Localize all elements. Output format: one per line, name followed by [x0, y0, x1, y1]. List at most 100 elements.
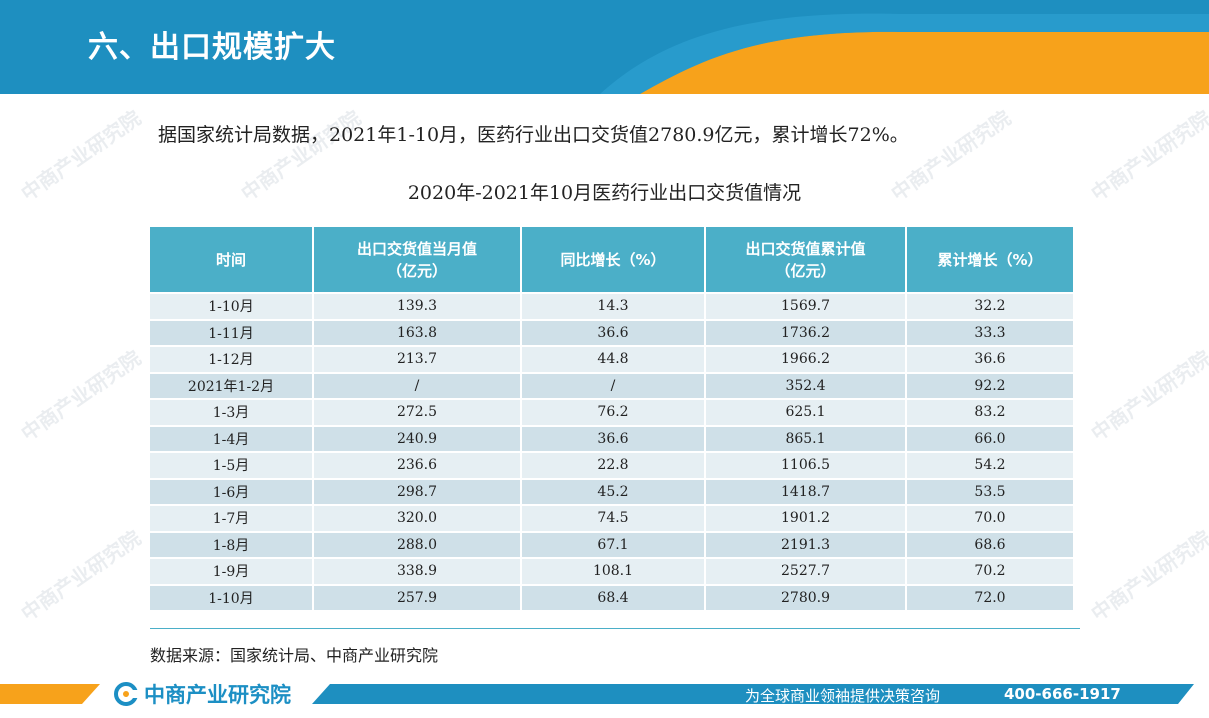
table-cell: 1-11月: [150, 318, 314, 346]
column-header-line1: 同比增长（%）: [560, 250, 666, 269]
table-cell: 74.5: [521, 504, 706, 532]
logo-text: 中商产业研究院: [144, 683, 291, 707]
table-cell: 2021年1-2月: [150, 371, 314, 399]
logo-mark-icon: [114, 682, 138, 706]
table-cell: 2191.3: [705, 530, 907, 558]
table-cell: 1-10月: [150, 292, 314, 320]
data-source-note: 数据来源：国家统计局、中商产业研究院: [150, 646, 439, 665]
footer-bar: [0, 680, 1209, 718]
column-header: 时间: [150, 227, 314, 293]
table-header-row: 时间 出口交货值当月值 （亿元） 同比增长（%） 出口交货值累计值 （亿元） 累…: [150, 227, 1073, 293]
column-header-line1: 时间: [215, 250, 246, 269]
table-row: 1-10月 139.3 14.3 1569.7 32.2: [150, 292, 1073, 320]
footer-phone: 400-666-1917: [1004, 685, 1121, 703]
table-cell: 1966.2: [705, 345, 907, 373]
watermark-text: 中商产业研究院: [1086, 345, 1209, 446]
column-header-line2: （亿元）: [775, 261, 836, 280]
table-cell: 213.7: [313, 345, 522, 373]
table-row: 1-4月 240.9 36.6 865.1 66.0: [150, 424, 1073, 452]
table-cell: 257.9: [313, 583, 522, 610]
column-header-line2: （亿元）: [386, 261, 447, 280]
table-cell: 66.0: [906, 424, 1073, 452]
table-cell: 625.1: [705, 398, 907, 426]
table-cell: /: [313, 371, 522, 399]
table-cell: 45.2: [521, 477, 706, 505]
table-title: 2020年-2021年10月医药行业出口交货值情况: [407, 182, 802, 204]
table-row: 1-5月 236.6 22.8 1106.5 54.2: [150, 451, 1073, 479]
table-cell: 163.8: [313, 318, 522, 346]
table-cell: 2780.9: [705, 583, 907, 610]
table-cell: 1-7月: [150, 504, 314, 532]
table-row: 1-9月 338.9 108.1 2527.7 70.2: [150, 557, 1073, 585]
table-cell: 1-9月: [150, 557, 314, 585]
table-cell: 22.8: [521, 451, 706, 479]
table-row: 1-11月 163.8 36.6 1736.2 33.3: [150, 318, 1073, 346]
table-row: 1-6月 298.7 45.2 1418.7 53.5: [150, 477, 1073, 505]
column-header: 出口交货值当月值 （亿元）: [313, 227, 522, 293]
table-cell: 1106.5: [705, 451, 907, 479]
table-cell: 70.2: [906, 557, 1073, 585]
table-cell: 139.3: [313, 292, 522, 320]
table-body: 1-10月 139.3 14.3 1569.7 32.2 1-11月 163.8 36.6 17…: [150, 292, 1073, 610]
table-cell: 44.8: [521, 345, 706, 373]
table-cell: 1-10月: [150, 583, 314, 610]
table-cell: 1-8月: [150, 530, 314, 558]
table-cell: 33.3: [906, 318, 1073, 346]
watermark-text: 中商产业研究院: [16, 525, 146, 626]
divider: [150, 628, 1080, 629]
column-header-line1: 出口交货值当月值: [356, 239, 477, 258]
table-cell: 1-4月: [150, 424, 314, 452]
table-cell: 1-5月: [150, 451, 314, 479]
table-cell: 272.5: [313, 398, 522, 426]
table-cell: 92.2: [906, 371, 1073, 399]
table-cell: 67.1: [521, 530, 706, 558]
table-cell: 83.2: [906, 398, 1073, 426]
footer-background: [0, 684, 1209, 718]
table-cell: 2527.7: [705, 557, 907, 585]
table-cell: 76.2: [521, 398, 706, 426]
header-banner: 六、出口规模扩大: [0, 0, 1209, 94]
watermark-text: 中商产业研究院: [1086, 525, 1209, 626]
column-header-line1: 累计增长（%）: [937, 250, 1043, 269]
footer-slogan: 为全球商业领袖提供决策咨询: [745, 687, 941, 705]
table-cell: 236.6: [313, 451, 522, 479]
table-row: 1-12月 213.7 44.8 1966.2 36.6: [150, 345, 1073, 373]
table-cell: 1418.7: [705, 477, 907, 505]
column-header: 累计增长（%）: [906, 227, 1073, 293]
table-cell: 72.0: [906, 583, 1073, 610]
column-header: 出口交货值累计值 （亿元）: [705, 227, 907, 293]
company-logo: 中商产业研究院: [114, 681, 291, 707]
export-value-table: 时间 出口交货值当月值 （亿元） 同比增长（%） 出口交货值累计值 （亿元） 累…: [150, 227, 1073, 610]
page-title: 六、出口规模扩大: [88, 30, 336, 65]
table-cell: 32.2: [906, 292, 1073, 320]
table-cell: 108.1: [521, 557, 706, 585]
table-row: 1-8月 288.0 67.1 2191.3 68.6: [150, 530, 1073, 558]
table-cell: 865.1: [705, 424, 907, 452]
table-cell: 68.4: [521, 583, 706, 610]
header-background: [0, 0, 1209, 94]
table-cell: 288.0: [313, 530, 522, 558]
column-header-line1: 出口交货值累计值: [745, 239, 866, 258]
table-cell: /: [521, 371, 706, 399]
summary-text: 据国家统计局数据，2021年1-10月，医药行业出口交货值2780.9亿元，累计…: [158, 124, 909, 146]
table-cell: 1-12月: [150, 345, 314, 373]
table-row: 1-3月 272.5 76.2 625.1 83.2: [150, 398, 1073, 426]
table-cell: 36.6: [521, 318, 706, 346]
table-cell: 68.6: [906, 530, 1073, 558]
table-cell: 320.0: [313, 504, 522, 532]
table-cell: 1569.7: [705, 292, 907, 320]
column-header: 同比增长（%）: [521, 227, 706, 293]
table-cell: 14.3: [521, 292, 706, 320]
watermark-text: 中商产业研究院: [16, 345, 146, 446]
table-cell: 1736.2: [705, 318, 907, 346]
table-cell: 240.9: [313, 424, 522, 452]
table-row: 2021年1-2月 //352.4 92.2: [150, 371, 1073, 399]
table-cell: 36.6: [521, 424, 706, 452]
table-cell: 338.9: [313, 557, 522, 585]
table-row: 1-7月 320.0 74.5 1901.2 70.0: [150, 504, 1073, 532]
table-cell: 298.7: [313, 477, 522, 505]
table-row: 1-10月 257.9 68.4 2780.9 72.0: [150, 583, 1073, 610]
table-cell: 36.6: [906, 345, 1073, 373]
table-cell: 70.0: [906, 504, 1073, 532]
table-cell: 54.2: [906, 451, 1073, 479]
